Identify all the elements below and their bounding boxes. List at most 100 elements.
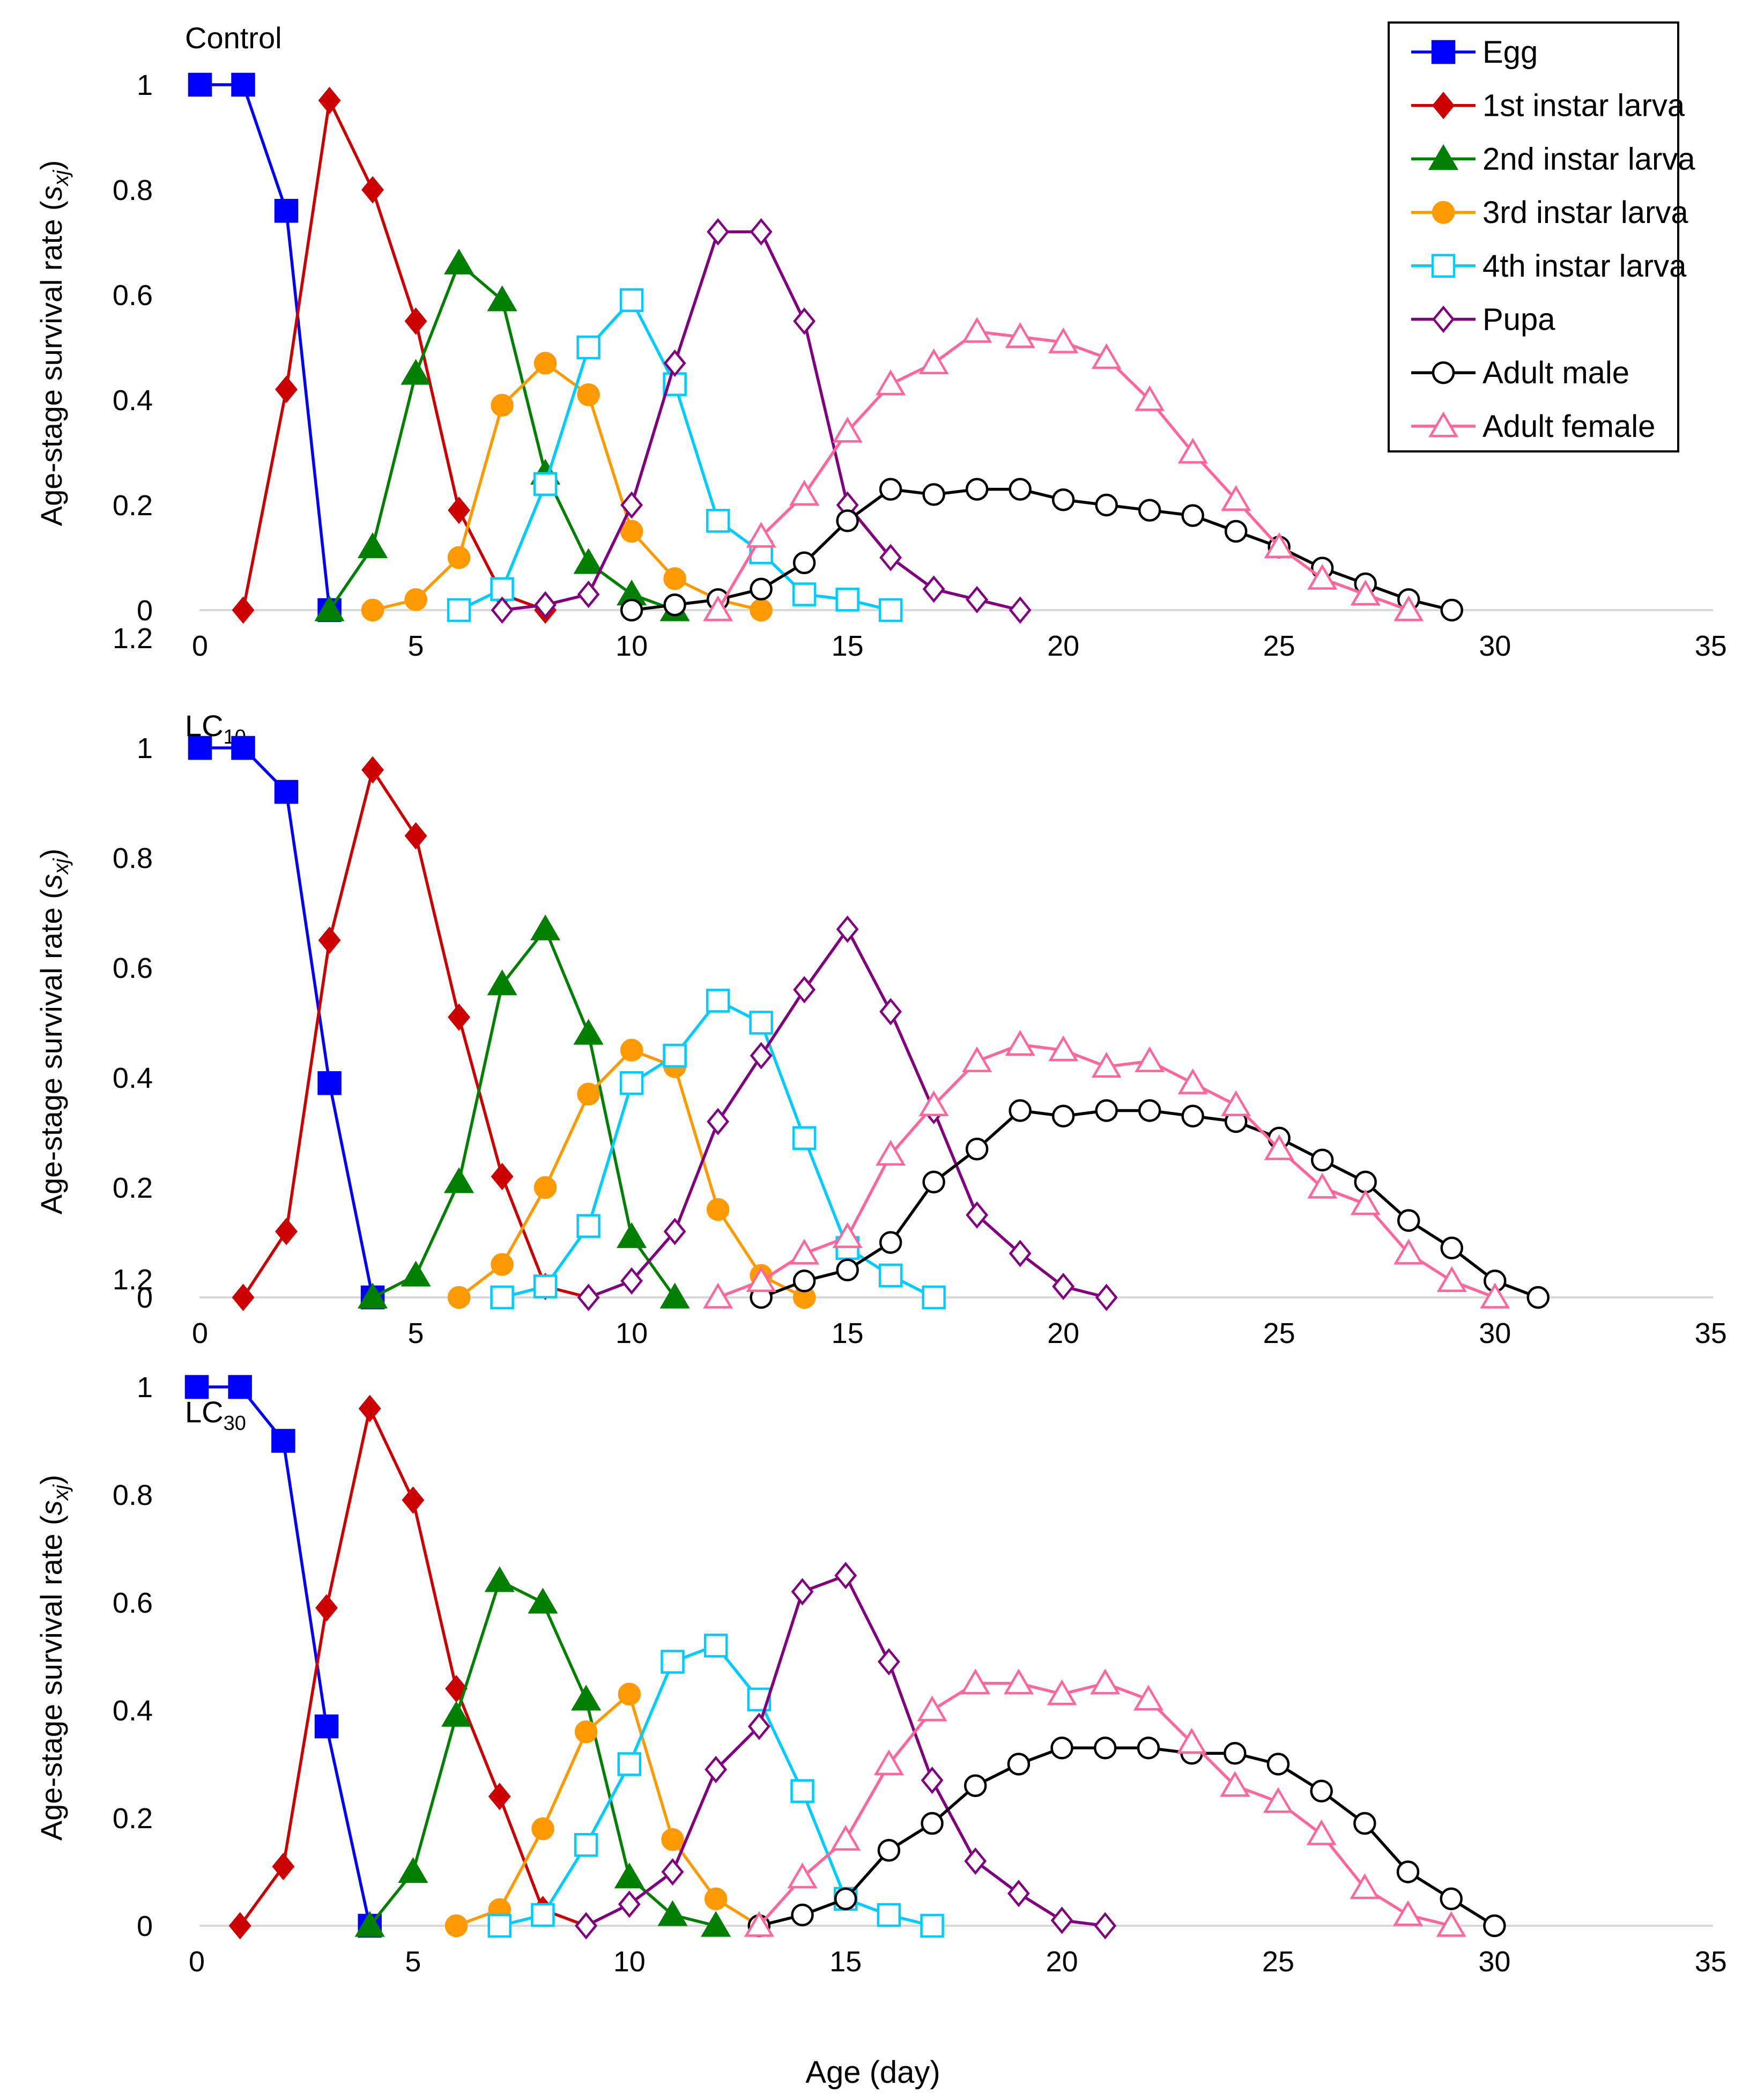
data-point-2nd-instar-larva <box>443 248 475 274</box>
data-point-adult-male <box>750 577 773 601</box>
data-point-adult-male <box>620 598 643 622</box>
y-tick-label: 0 <box>137 595 153 627</box>
data-point-2nd-instar-larva <box>614 1862 644 1889</box>
legend-marker-adult-female <box>1428 411 1459 437</box>
data-point-adult-male <box>1181 504 1204 527</box>
data-point-4th-instar-larva <box>790 1779 814 1803</box>
data-point-adult-male <box>1051 1104 1075 1127</box>
data-point-1st-instar-larva <box>275 1218 298 1245</box>
x-tick-label: 5 <box>405 1946 421 1978</box>
series-2nd-instar-larva <box>357 914 690 1309</box>
data-point-pupa <box>921 1767 944 1794</box>
data-point-2nd-instar-larva <box>530 914 561 940</box>
data-point-adult-male <box>1051 488 1075 511</box>
series-adult-female <box>744 1668 1466 1937</box>
data-point-egg <box>271 1429 295 1453</box>
data-point-1st-instar-larva <box>315 1594 338 1622</box>
x-tick-label: 5 <box>408 1317 424 1349</box>
data-point-adult-female <box>962 1046 992 1072</box>
data-point-4th-instar-larva <box>663 1043 687 1068</box>
data-point-adult-male <box>1137 1737 1160 1760</box>
data-point-pupa <box>793 307 816 335</box>
data-point-adult-female <box>1307 1173 1338 1199</box>
data-point-pupa <box>705 1756 728 1784</box>
x-tick-label: 35 <box>1695 630 1727 662</box>
data-point-1st-instar-larva <box>488 1783 511 1810</box>
data-point-1st-instar-larva <box>402 1486 425 1514</box>
data-point-adult-male <box>1440 1887 1463 1910</box>
data-point-4th-instar-larva <box>878 598 903 622</box>
data-point-2nd-instar-larva <box>573 548 604 574</box>
data-point-1st-instar-larva <box>232 596 255 624</box>
series-line-egg <box>200 746 374 1298</box>
data-point-adult-male <box>879 478 902 501</box>
data-point-adult-female <box>1221 485 1251 511</box>
y-tick-label: 0.6 <box>113 1587 153 1619</box>
data-point-adult-male <box>1310 1779 1333 1802</box>
y-tick-label: 0.2 <box>113 1802 153 1835</box>
data-point-2nd-instar-larva <box>573 1019 604 1045</box>
data-point-1st-instar-larva <box>448 496 470 524</box>
legend-label: Egg <box>1483 35 1538 70</box>
legend-item-2nd-instar-larva: 2nd instar larva <box>1411 142 1695 176</box>
data-point-4th-instar-larva <box>835 588 859 612</box>
data-point-adult-female <box>832 1222 863 1248</box>
x-tick-label: 20 <box>1047 630 1079 662</box>
data-point-adult-male <box>1440 598 1463 622</box>
data-point-pupa <box>577 1283 600 1311</box>
legend-item-1st-instar-larva: 1st instar larva <box>1411 88 1685 123</box>
data-point-3rd-instar-larva <box>444 1914 468 1938</box>
data-point-adult-male <box>1440 1236 1463 1259</box>
series-2nd-instar-larva <box>354 1566 731 1937</box>
data-point-4th-instar-larva <box>703 1634 728 1658</box>
series-line-adult-female <box>717 1043 1496 1299</box>
legend-label: 1st instar larva <box>1483 88 1685 123</box>
x-tick-label: 30 <box>1479 630 1511 662</box>
data-point-3rd-instar-larva <box>533 352 557 375</box>
legend-item-4th-instar-larva: 4th instar larva <box>1411 249 1687 284</box>
data-point-adult-female <box>789 1238 820 1265</box>
y-tick-label: 1.2 <box>113 622 153 655</box>
data-point-1st-instar-larva <box>318 926 341 954</box>
data-point-pupa <box>964 1847 987 1875</box>
data-point-2nd-instar-larva <box>701 1911 731 1937</box>
legend-item-egg: Egg <box>1411 35 1538 70</box>
data-point-4th-instar-larva <box>576 1214 601 1238</box>
series-1st-instar-larva <box>232 756 600 1311</box>
data-point-adult-female <box>1091 343 1122 369</box>
y-tick-label: 0 <box>137 1910 153 1942</box>
data-point-adult-male <box>1138 499 1161 522</box>
y-axis-title: Age-stage survival rate (sxj) <box>34 160 73 526</box>
data-point-egg <box>314 1714 339 1739</box>
data-point-pupa <box>747 1712 770 1740</box>
data-point-adult-male <box>1095 1099 1118 1122</box>
data-point-adult-male <box>1354 1170 1377 1193</box>
data-point-adult-female <box>1436 1266 1467 1292</box>
data-point-1st-instar-larva <box>228 1912 251 1940</box>
data-point-adult-male <box>879 1231 902 1254</box>
legend-label: 4th instar larva <box>1483 249 1687 284</box>
data-point-2nd-instar-larva <box>398 1857 428 1883</box>
data-point-4th-instar-larva <box>619 1071 644 1095</box>
y-tick-label: 1 <box>137 1371 153 1404</box>
y-tick-label: 0.2 <box>113 1172 153 1204</box>
data-point-4th-instar-larva <box>792 582 817 606</box>
x-tick-label: 20 <box>1047 1317 1079 1349</box>
series-line-3rd-instar-larva <box>372 361 762 612</box>
data-point-4th-instar-larva <box>574 1833 598 1857</box>
data-point-adult-male <box>1526 1286 1550 1309</box>
data-point-adult-female <box>1091 1052 1122 1078</box>
data-point-pupa <box>575 1912 598 1940</box>
data-point-4th-instar-larva <box>749 1011 773 1035</box>
data-point-adult-male <box>1094 1737 1117 1760</box>
data-point-2nd-instar-larva <box>443 1167 475 1193</box>
data-point-adult-male <box>1181 1104 1204 1127</box>
data-point-pupa <box>661 1858 684 1886</box>
x-tick-label: 15 <box>829 1946 862 1978</box>
data-point-2nd-instar-larva <box>401 359 431 385</box>
data-point-adult-female <box>1090 1668 1121 1695</box>
series-line-3rd-instar-larva <box>456 1693 760 1927</box>
y-tick-label: 0.2 <box>113 489 153 522</box>
y-tick-label: 0.4 <box>113 384 153 417</box>
series-1st-instar-larva <box>232 86 557 624</box>
